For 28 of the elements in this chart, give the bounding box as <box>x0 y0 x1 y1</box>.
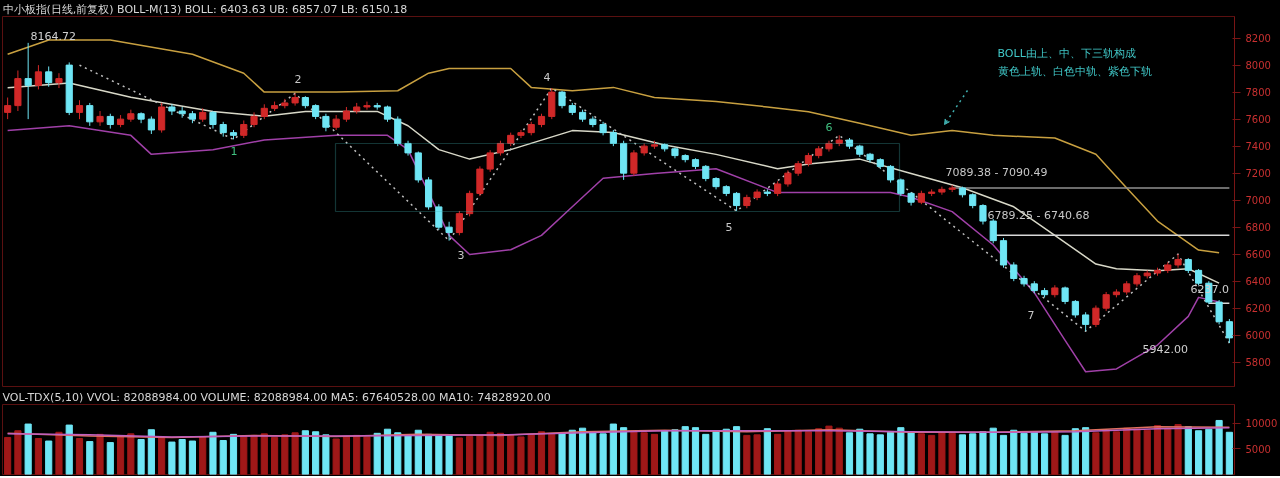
y-tick-label: 8000 <box>1245 60 1271 72</box>
annotation: 3 <box>457 248 465 262</box>
y-tick-label: 7200 <box>1245 168 1271 180</box>
y-tick-label: 6400 <box>1245 276 1271 288</box>
y-tick-label: 6600 <box>1245 249 1271 261</box>
annotation: 6 <box>825 120 833 134</box>
y-tick-label: 6200 <box>1245 303 1271 315</box>
annotation: 7089.38 - 7090.49 <box>945 166 1048 179</box>
annotation: 7 <box>1027 308 1035 322</box>
y-tick-label: 7800 <box>1245 87 1271 99</box>
annotation: 5 <box>725 220 733 234</box>
y-tick-label: 5800 <box>1245 357 1271 369</box>
y-tick-label: 7400 <box>1245 141 1271 153</box>
y-tick-label: 5000 <box>1245 443 1271 455</box>
y-tick-label: 10000 <box>1245 418 1278 430</box>
annotation: 2 <box>294 72 302 86</box>
y-tick-label: 7000 <box>1245 195 1271 207</box>
annotation: 8164.72 <box>30 29 76 43</box>
annotation: 1 <box>230 144 238 158</box>
y-tick-label: 7600 <box>1245 114 1271 126</box>
annotation: BOLL由上、中、下三轨构成 <box>997 47 1136 60</box>
y-tick-label: 8200 <box>1245 33 1271 45</box>
y-tick-label: 6000 <box>1245 330 1271 342</box>
chart-title: VOL-TDX(5,10) VVOL: 82088984.00 VOLUME: 82088984.00 MA5: 67640528.00 MA10: 74828920.00 <box>2 391 551 404</box>
y-tick-label: 6800 <box>1245 222 1271 234</box>
annotation: 黄色上轨、白色中轨、紫色下轨 <box>997 65 1152 78</box>
chart-title: 中小板指(日线,前复权) BOLL-M(13) BOLL: 6403.63 UB: 6857.07 LB: 6150.18 <box>2 3 408 16</box>
annotation: 4 <box>543 70 551 84</box>
